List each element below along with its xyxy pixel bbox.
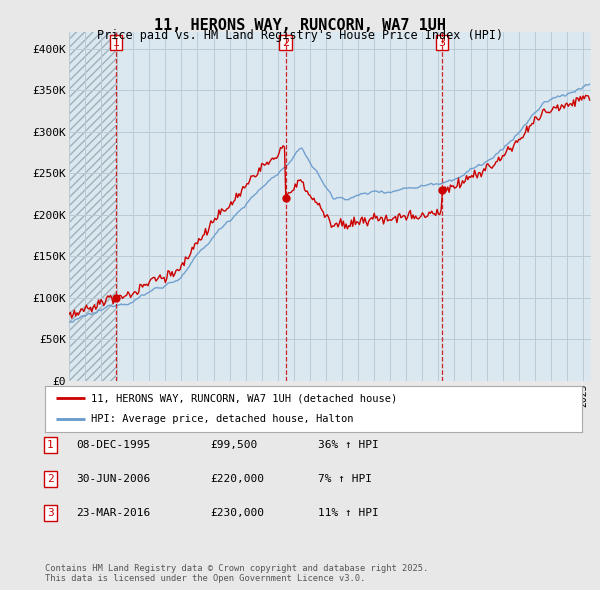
Text: 11, HERONS WAY, RUNCORN, WA7 1UH (detached house): 11, HERONS WAY, RUNCORN, WA7 1UH (detach…	[91, 394, 397, 404]
Text: 08-DEC-1995: 08-DEC-1995	[76, 440, 151, 450]
Text: Price paid vs. HM Land Registry's House Price Index (HPI): Price paid vs. HM Land Registry's House …	[97, 30, 503, 42]
Text: 1: 1	[112, 38, 119, 48]
Text: 2: 2	[47, 474, 54, 484]
Text: 30-JUN-2006: 30-JUN-2006	[76, 474, 151, 484]
Text: 3: 3	[439, 38, 445, 48]
Text: £99,500: £99,500	[210, 440, 257, 450]
Text: 3: 3	[47, 509, 54, 518]
Text: 11, HERONS WAY, RUNCORN, WA7 1UH: 11, HERONS WAY, RUNCORN, WA7 1UH	[154, 18, 446, 32]
Text: 7% ↑ HPI: 7% ↑ HPI	[318, 474, 372, 484]
Text: 36% ↑ HPI: 36% ↑ HPI	[318, 440, 379, 450]
Text: 11% ↑ HPI: 11% ↑ HPI	[318, 509, 379, 518]
Text: £220,000: £220,000	[210, 474, 264, 484]
Text: 2: 2	[282, 38, 289, 48]
Text: Contains HM Land Registry data © Crown copyright and database right 2025.
This d: Contains HM Land Registry data © Crown c…	[45, 563, 428, 583]
Text: 23-MAR-2016: 23-MAR-2016	[76, 509, 151, 518]
Text: 1: 1	[47, 440, 54, 450]
Text: HPI: Average price, detached house, Halton: HPI: Average price, detached house, Halt…	[91, 414, 353, 424]
Text: £230,000: £230,000	[210, 509, 264, 518]
